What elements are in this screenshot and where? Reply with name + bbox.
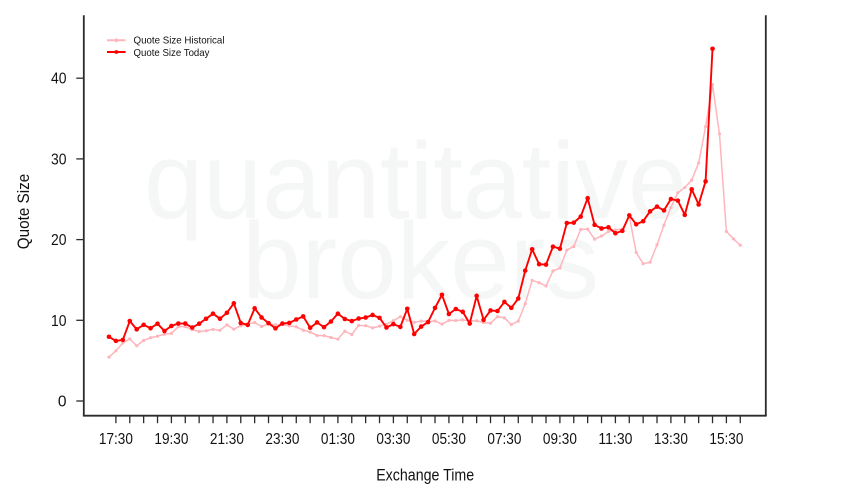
svg-text:09:30: 09:30 [543,431,577,448]
svg-text:15:30: 15:30 [709,431,743,448]
svg-text:quantitative: quantitative [144,120,687,242]
svg-text:21:30: 21:30 [210,431,244,448]
svg-text:brokers: brokers [242,200,599,322]
svg-text:30: 30 [51,151,67,168]
svg-text:19:30: 19:30 [154,431,188,448]
svg-text:23:30: 23:30 [265,431,299,448]
svg-text:03:30: 03:30 [376,431,410,448]
svg-text:Exchange Time: Exchange Time [376,466,474,484]
svg-text:07:30: 07:30 [487,431,521,448]
svg-text:Quote Size: Quote Size [15,174,33,250]
svg-text:17:30: 17:30 [99,431,133,448]
svg-text:40: 40 [51,71,67,88]
svg-text:Quote Size Historical: Quote Size Historical [134,35,225,47]
svg-text:0: 0 [58,394,67,411]
svg-text:13:30: 13:30 [654,431,688,448]
svg-text:11:30: 11:30 [598,431,632,448]
svg-text:20: 20 [51,232,67,249]
svg-text:05:30: 05:30 [432,431,466,448]
svg-text:Quote Size Today: Quote Size Today [134,47,211,59]
svg-text:01:30: 01:30 [321,431,355,448]
svg-text:10: 10 [51,313,67,330]
